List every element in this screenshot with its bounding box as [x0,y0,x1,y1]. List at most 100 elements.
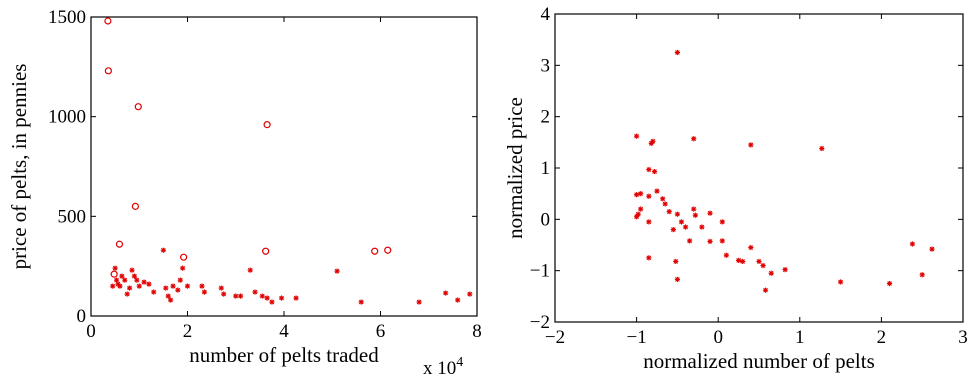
asterisk-point [691,136,697,142]
y-tick-label: 1500 [48,7,86,28]
y-tick-label: 3 [541,55,551,76]
asterisk-point [682,224,689,230]
asterisk-point [634,133,640,139]
asterisk-point [707,238,713,245]
asterisk-point [416,299,422,305]
asterisk-point [180,265,186,271]
asterisk-point [762,287,769,293]
asterisk-point [221,291,227,297]
y-tick-label: −2 [530,312,550,333]
asterisk-point [278,295,285,301]
asterisk-point [674,211,680,217]
asterisk-point [199,283,205,289]
asterisk-point [177,277,183,283]
x-axis-label: number of pelts traded [189,343,379,367]
asterisk-point [117,283,123,289]
y-tick-label: 4 [541,4,551,25]
asterisk-point [119,273,125,279]
x-tick-label: 0 [713,327,723,348]
asterisk-point [673,258,679,265]
asterisk-point [163,285,169,291]
asterisk-point [201,289,207,295]
y-tick-label: 1000 [48,107,86,128]
asterisk-point [334,268,340,274]
plot-frame [90,16,478,317]
x-tick-label: −1 [626,327,646,348]
asterisk-point [165,293,171,299]
circle-point [115,240,124,248]
asterisk-point [634,192,640,198]
asterisk-point [691,206,697,212]
asterisk-point [170,283,176,289]
asterisk-point [184,283,191,289]
asterisk-point [748,244,754,251]
asterisk-point [692,212,698,218]
asterisk-point [264,295,270,301]
asterisk-point [707,210,713,216]
y-tick-label: 2 [541,107,551,128]
asterisk-point [247,267,253,273]
circle-point [263,121,271,129]
asterisk-point [634,214,640,220]
asterisk-point [638,191,644,197]
circle-point [180,253,188,261]
asterisk-point [168,297,174,303]
x-tick-label: −2 [545,327,565,348]
asterisk-point [660,196,666,202]
asterisk-point [674,276,680,282]
asterisk-point [134,277,140,283]
asterisk-point [654,188,660,194]
asterisk-point [358,299,364,305]
x-tick-label: 4 [279,321,289,342]
asterisk-point [719,219,725,225]
circle-point [131,202,139,210]
circle-point [110,270,118,278]
asterisk-point [110,283,116,289]
asterisk-point [112,265,118,271]
asterisk-point [651,168,658,175]
asterisk-point [124,291,130,297]
y-tick-label: 1 [541,158,551,179]
asterisk-point [723,252,729,258]
asterisk-point [218,285,224,291]
asterisk-point [670,227,676,233]
asterisk-point [768,270,774,276]
circle-point [371,247,379,255]
asterisk-point [443,290,449,296]
asterisk-point [646,166,652,173]
x-tick-label: 8 [472,321,482,342]
asterisk-point [687,238,693,244]
asterisk-point [269,299,275,305]
asterisk-point [909,241,916,247]
asterisk-point [929,246,935,252]
normalized-scatter: −2 −1 0 1 2 3 −2 −1 0 1 2 3 4 normalized number of pe… [503,4,968,373]
pelts-price-scatter: 0 2 4 6 8 0 500 1000 1500 number of pelts traded p… [7,7,482,379]
y-axis-label: normalized price [503,97,527,239]
asterisk-point [233,293,239,299]
asterisk-point [141,279,147,285]
asterisk-point [678,219,685,225]
plot-frame [554,13,964,323]
asterisk-point [719,238,725,244]
y-tick-label: 0 [541,209,551,230]
asterisk-point [122,277,128,283]
asterisk-point [838,279,844,285]
x-tick-label: 1 [795,327,805,348]
asterisk-point [127,285,133,291]
asterisk-point [237,293,244,299]
x-tick-label: 2 [877,327,887,348]
asterisk-point [782,267,788,273]
asterisk-point [748,142,754,148]
circle-point [134,103,142,111]
asterisk-point [160,247,166,253]
circle-point [104,17,112,25]
asterisk-point [146,281,152,287]
asterisk-point [467,291,473,297]
asterisk-point [648,140,654,146]
x-exponent-label: x 104 [423,355,463,379]
asterisk-point [175,287,181,293]
asterisk-point [699,224,705,230]
asterisk-point [129,267,135,273]
asterisk-point [131,273,138,279]
y-tick-label: 0 [77,306,87,327]
